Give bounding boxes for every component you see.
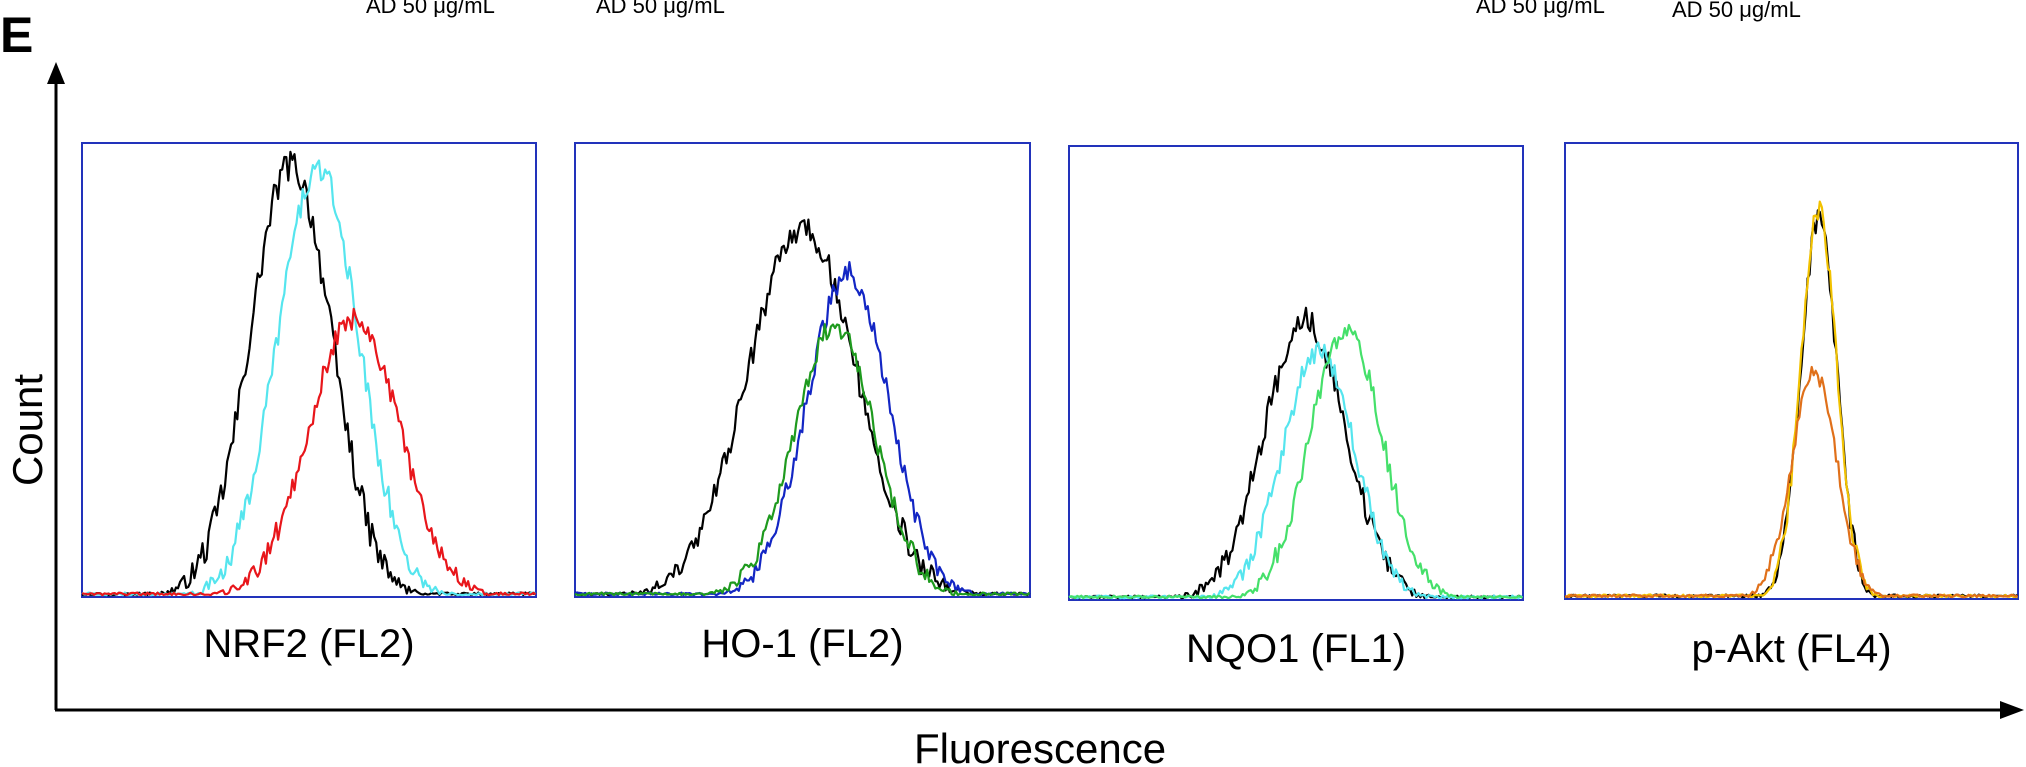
histogram-series-line (1564, 365, 2018, 599)
histogram-series-line (81, 150, 537, 597)
panel-axis-label: HO-1 (FL2) (701, 622, 903, 666)
histogram-series-line (1068, 323, 1523, 600)
histogram-series-line (574, 261, 1030, 597)
panel-frame (1068, 145, 1524, 601)
histogram-series-line (574, 218, 1031, 597)
histogram-series-line (1068, 341, 1524, 600)
histogram-series-line (81, 307, 537, 597)
top-label-fragment: AD 50 μg/mL (1476, 0, 1605, 18)
histogram-series-line (1564, 200, 2018, 599)
x-axis-arrow-icon (2000, 701, 2024, 719)
top-label-fragment: AD 50 μg/mL (1672, 0, 1801, 22)
histogram-panels: NRF2 (FL2) HO-1 (FL2) NQO1 (FL1) p-Akt (FL4… (81, 142, 2019, 671)
histogram-series-line (574, 323, 1031, 597)
histogram-series-line (1564, 209, 2019, 599)
panel-axis-label: NQO1 (FL1) (1186, 627, 1406, 671)
panel-axis-label: NRF2 (FL2) (203, 622, 414, 666)
panel-frame (81, 142, 537, 598)
panel-letter: E (0, 7, 33, 63)
panel-frame (574, 142, 1031, 598)
y-axis-arrow-icon (47, 62, 65, 84)
top-label-fragment: AD 50 μg/mL (596, 0, 725, 18)
x-axis-title: Fluorescence (914, 725, 1166, 767)
histogram-series-line (1068, 306, 1524, 600)
histogram-series-line (81, 159, 537, 597)
y-axis-title: Count (4, 374, 51, 486)
panel-axis-label: p-Akt (FL4) (1691, 627, 1891, 671)
panel-frame (1564, 142, 2019, 600)
top-label-fragment: AD 50 μg/mL (366, 0, 495, 18)
